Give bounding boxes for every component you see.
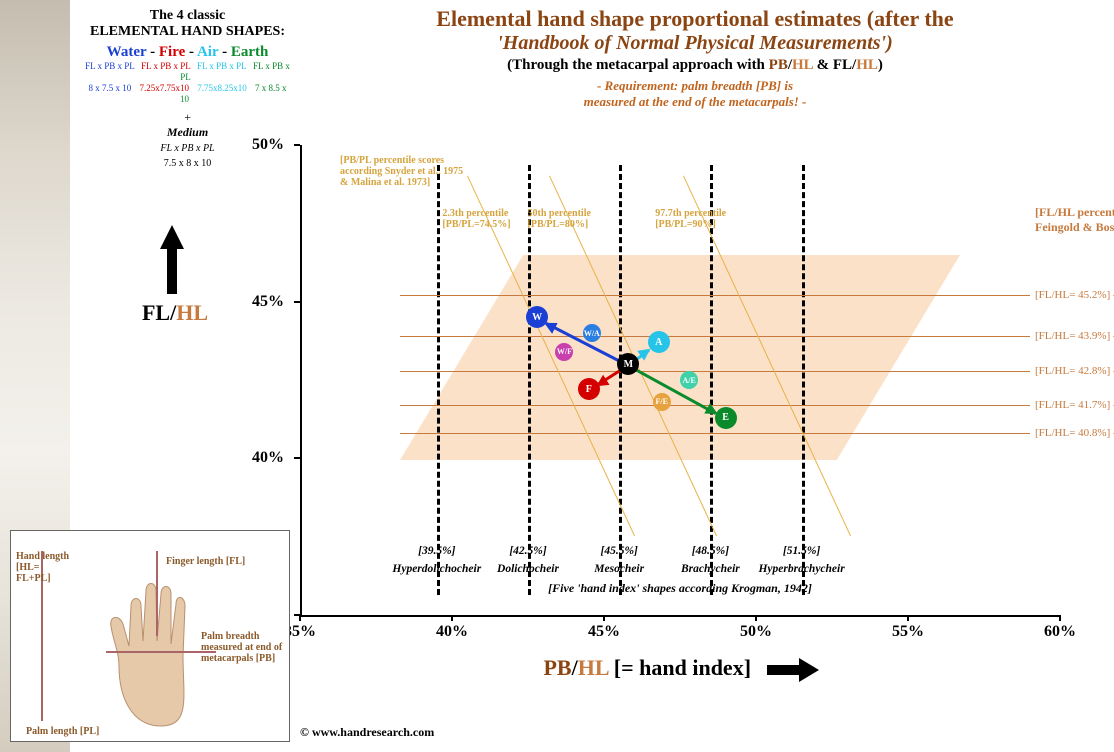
xcat-label: Hyperbrachycheir — [758, 563, 844, 575]
element-air: Air — [197, 44, 218, 60]
inset-fl: Finger length [FL] — [166, 556, 276, 567]
diag-label: 50th percentile [PB/PL=80%] — [528, 208, 628, 230]
point-A: A — [648, 331, 670, 353]
note-fl: FL — [833, 57, 852, 73]
x-tick: 55% — [892, 623, 924, 641]
req-l2: measured at the end of the metacarpals! … — [584, 94, 807, 109]
xcat-val: [51.5%] — [783, 545, 820, 557]
point-W: W — [526, 306, 548, 328]
xcat-caption: [Five 'hand index' shapes according Krog… — [300, 581, 1060, 596]
medium-dims: 7.5 x 8 x 10 — [164, 158, 212, 169]
inset-pb: Palm breadth measured at end of metacarp… — [201, 631, 286, 664]
note-hl: HL — [792, 57, 813, 73]
point-FE: F/E — [653, 393, 671, 411]
hline-label: [FL/HL= 45.2%] — 97th percentile — [1035, 289, 1114, 301]
pb-arrow — [106, 651, 216, 653]
pbpl-l3: & Malina et al. 1973] — [340, 177, 430, 188]
element-water: Water — [107, 44, 147, 60]
shaded-region — [400, 255, 960, 460]
xcat-val: [48.5%] — [692, 545, 729, 557]
note-pb: PB — [769, 57, 788, 73]
point-AE: A/E — [680, 371, 698, 389]
x-suffix: [= hand index] — [608, 655, 751, 680]
hline — [400, 336, 1030, 337]
xcat-val: [39.5%] — [418, 545, 455, 557]
medium-name: Medium — [167, 125, 208, 139]
point-WF: W/F — [555, 343, 573, 361]
xcat-label: Mesocheir — [594, 563, 644, 575]
xcat-label: Hyperdolichocheir — [392, 563, 481, 575]
hline — [400, 433, 1030, 434]
xcat-label: Brachycheir — [681, 563, 740, 575]
legend-title-l2: ELEMENTAL HAND SHAPES: — [90, 24, 285, 39]
hline-label: [FL/HL= 41.7%] — 25th percentile — [1035, 399, 1114, 411]
element-sub: FL x PB x PL FL x PB x PL FL x PB x PL F… — [80, 61, 295, 83]
fl-arrow — [156, 551, 158, 636]
pbpl-l1: [PB/PL percentile scores — [340, 155, 444, 166]
title-sub: 'Handbook of Normal Physical Measurement… — [300, 32, 1090, 55]
hline — [400, 371, 1030, 372]
element-dims: 8 x 7.5 x 10 7.25x7.75x10 7.75x8.25x10 7… — [80, 83, 295, 105]
scatter-plot: PB/HL [= hand index] [Five 'hand index' … — [300, 145, 1060, 615]
x-tick: 45% — [588, 623, 620, 641]
point-WA: W/A — [583, 324, 601, 342]
title-req: - Requirement: palm breadth [PB] is meas… — [300, 78, 1090, 110]
copyright: © www.handresearch.com — [300, 725, 434, 740]
hline-label: [FL/HL= 42.8%] — 50th percentile — [1035, 365, 1114, 377]
medium-sub: FL x PB x PL — [160, 143, 214, 154]
arrow-up-icon — [160, 225, 184, 249]
yaxis-label: FL/HL — [130, 300, 220, 326]
note-pre: (Through the metacarpal approach with — [507, 57, 769, 73]
xcat-val: [42.5%] — [509, 545, 546, 557]
pbpl-note: [PB/PL percentile scores according Snyde… — [340, 155, 500, 188]
title-main: Elemental hand shape proportional estima… — [300, 6, 1090, 32]
x-pb: PB — [543, 655, 571, 680]
y-tick: 45% — [252, 293, 284, 311]
legend-title-l1: The 4 classic — [150, 8, 225, 23]
element-fire: Fire — [159, 44, 185, 60]
vline — [437, 165, 440, 595]
legend-title: The 4 classic ELEMENTAL HAND SHAPES: — [80, 8, 295, 40]
x-hl: HL — [578, 655, 609, 680]
vline — [802, 165, 805, 595]
req-l1: - Requirement: palm breadth [PB] is — [597, 78, 793, 93]
inset-hl: Hand length [HL= FL+PL] — [16, 551, 71, 584]
x-tick: 40% — [436, 623, 468, 641]
hand-inset: Hand length [HL= FL+PL] Finger length [F… — [10, 530, 290, 742]
pbpl-l2: according Snyder et al., 1975 — [340, 166, 463, 177]
point-F: F — [578, 378, 600, 400]
note-hl2: HL — [856, 57, 878, 73]
xaxis-title: PB/HL [= hand index] — [300, 655, 1060, 681]
element-earth: Earth — [231, 44, 269, 60]
xcat-label: Dolichocheir — [497, 563, 559, 575]
title-note: (Through the metacarpal approach with PB… — [300, 57, 1090, 74]
y-tick: 50% — [252, 136, 284, 154]
hline-label: [FL/HL= 40.8%] — 3th percentile — [1035, 427, 1114, 439]
y-hl: HL — [176, 300, 208, 325]
hline — [400, 295, 1030, 296]
x-tick: 60% — [1044, 623, 1076, 641]
hline-source: [FL/HL percentile scores according Feing… — [1035, 205, 1114, 235]
y-fl: FL — [142, 300, 170, 325]
y-axis — [300, 145, 302, 615]
xcat-val: [45.5%] — [601, 545, 638, 557]
inset-pl: Palm length [PL] — [26, 726, 126, 737]
title-block: Elemental hand shape proportional estima… — [300, 6, 1090, 110]
x-tick: 50% — [740, 623, 772, 641]
diag-label: 97.7th percentile [PB/PL=90%] — [655, 208, 755, 230]
arrow-right-icon — [767, 661, 817, 679]
plus: + — [183, 110, 191, 124]
hline-label: [FL/HL= 43.9%] — 75th percentile — [1035, 330, 1114, 342]
point-M: M — [617, 353, 639, 375]
element-row: Water - Fire - Air - Earth — [80, 44, 295, 61]
point-E: E — [715, 407, 737, 429]
x-axis — [300, 615, 1060, 617]
y-tick: 40% — [252, 449, 284, 467]
